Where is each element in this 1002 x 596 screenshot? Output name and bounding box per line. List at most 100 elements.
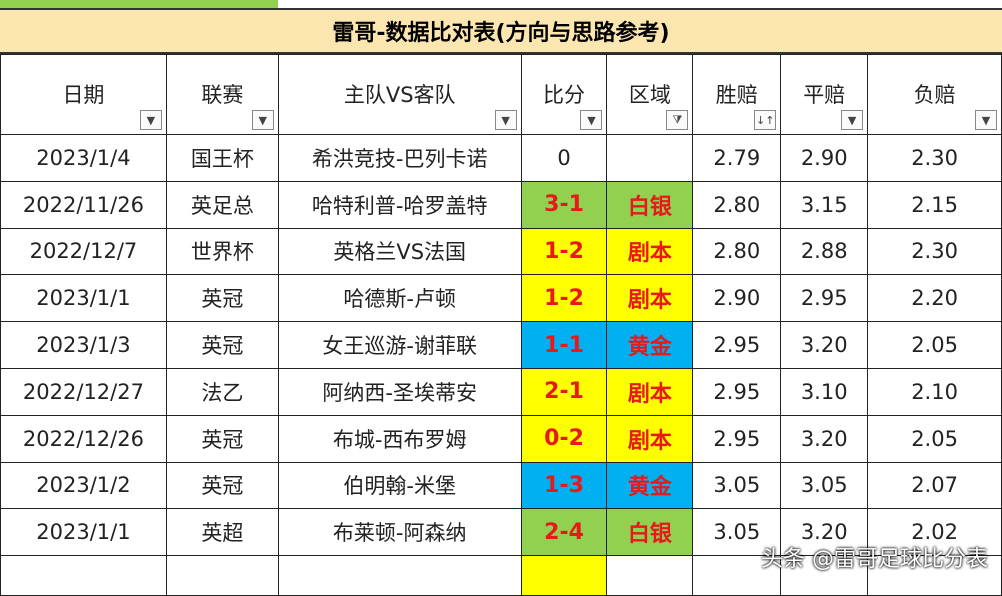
column-header-3: 比分 ▼ [520, 54, 608, 135]
cell-match[interactable]: 英格兰VS法国 [277, 227, 522, 276]
cell-score[interactable]: 3-1 [520, 180, 608, 229]
cell-win[interactable]: 2.95 [692, 414, 782, 463]
cell-zone[interactable]: 黄金 [606, 321, 694, 369]
cell-score[interactable]: 1-3 [520, 461, 608, 510]
cell-draw[interactable]: 3.20 [780, 414, 869, 463]
cell-league[interactable]: 英冠 [165, 274, 279, 323]
cell-score[interactable]: 2-4 [520, 508, 608, 557]
column-header-label: 比分 [543, 83, 586, 107]
column-header-label: 负赔 [913, 83, 956, 107]
empty-cell[interactable] [0, 555, 167, 596]
filter-dropdown-icon[interactable]: ▼ [494, 110, 517, 130]
cell-loss[interactable]: 2.05 [867, 414, 1002, 463]
cell-match[interactable]: 布莱顿-阿森纳 [277, 508, 522, 557]
cell-match[interactable]: 布城-西布罗姆 [277, 414, 522, 463]
cell-loss[interactable]: 2.30 [867, 227, 1002, 276]
cell-win[interactable]: 2.80 [692, 227, 782, 276]
cell-date[interactable]: 2023/1/1 [0, 274, 167, 323]
filter-dropdown-icon[interactable]: ▼ [975, 110, 997, 130]
cell-score[interactable]: 1-1 [520, 321, 608, 369]
cell-win[interactable]: 2.79 [692, 134, 782, 182]
column-header-label: 胜赔 [715, 83, 758, 107]
column-header-label: 联赛 [201, 83, 244, 107]
empty-cell[interactable] [606, 555, 694, 596]
cell-score[interactable]: 1-2 [520, 227, 608, 276]
filter-dropdown-icon[interactable]: ▼ [251, 110, 274, 130]
sort-icon[interactable]: ↓↑ [754, 110, 777, 130]
cell-match[interactable]: 希洪竞技-巴列卡诺 [277, 134, 522, 182]
cell-date[interactable]: 2022/12/27 [0, 367, 167, 416]
cell-league[interactable]: 英冠 [165, 461, 279, 510]
table-row: 2023/1/3 英冠 女王巡游-谢菲联 1-1 黄金 2.95 3.20 2.05 [0, 321, 1002, 369]
cell-match[interactable]: 哈德斯-卢顿 [277, 274, 522, 323]
cell-draw[interactable]: 2.88 [780, 227, 869, 276]
cell-win[interactable]: 2.90 [692, 274, 782, 323]
empty-cell[interactable] [277, 555, 522, 596]
column-header-label: 主队VS客队 [343, 83, 456, 107]
empty-cell[interactable] [165, 555, 279, 596]
cell-draw[interactable]: 2.90 [780, 134, 869, 182]
cell-league[interactable]: 法乙 [165, 367, 279, 416]
cell-win[interactable]: 2.95 [692, 367, 782, 416]
cell-match[interactable]: 女王巡游-谢菲联 [277, 321, 522, 369]
cell-score[interactable]: 1-2 [520, 274, 608, 323]
filter-dropdown-icon[interactable]: ▼ [841, 110, 864, 130]
cell-loss[interactable]: 2.07 [867, 461, 1002, 510]
cell-date[interactable]: 2022/12/7 [0, 227, 167, 276]
cell-score[interactable]: 0 [520, 134, 608, 182]
cell-zone[interactable]: 白银 [606, 180, 694, 229]
cell-loss[interactable]: 2.05 [867, 321, 1002, 369]
cell-zone[interactable]: 剧本 [606, 274, 694, 323]
cell-league[interactable]: 英超 [165, 508, 279, 557]
table-row: 2023/1/1 英冠 哈德斯-卢顿 1-2 剧本 2.90 2.95 2.20 [0, 274, 1002, 323]
cell-loss[interactable]: 2.02 [867, 508, 1002, 557]
cell-loss[interactable]: 2.30 [867, 134, 1002, 182]
cell-win[interactable]: 3.05 [692, 461, 782, 510]
cell-date[interactable]: 2022/11/26 [0, 180, 167, 229]
cell-zone[interactable]: 剧本 [606, 227, 694, 276]
cell-league[interactable]: 国王杯 [165, 134, 279, 182]
cell-match[interactable]: 哈特利普-哈罗盖特 [277, 180, 522, 229]
cell-date[interactable]: 2023/1/1 [0, 508, 167, 557]
cell-date[interactable]: 2023/1/2 [0, 461, 167, 510]
cell-date[interactable]: 2022/12/26 [0, 414, 167, 463]
cell-draw[interactable]: 3.10 [780, 367, 869, 416]
cell-league[interactable]: 英足总 [165, 180, 279, 229]
filter-dropdown-icon[interactable]: ▼ [139, 110, 162, 130]
filter-active-icon[interactable]: ⧩ [666, 110, 689, 130]
cell-zone[interactable]: 白银 [606, 508, 694, 557]
cell-win[interactable]: 3.05 [692, 508, 782, 557]
cell-league[interactable]: 世界杯 [165, 227, 279, 276]
column-header-2: 主队VS客队 ▼ [277, 54, 522, 135]
top-strip-green-2 [166, 0, 278, 8]
cell-match[interactable]: 伯明翰-米堡 [277, 461, 522, 510]
cell-draw[interactable]: 3.05 [780, 461, 869, 510]
cell-win[interactable]: 2.95 [692, 321, 782, 369]
cell-league[interactable]: 英冠 [165, 321, 279, 369]
cell-loss[interactable]: 2.15 [867, 180, 1002, 229]
cell-match[interactable]: 阿纳西-圣埃蒂安 [277, 367, 522, 416]
cell-loss[interactable]: 2.20 [867, 274, 1002, 323]
top-strip-green [0, 0, 166, 8]
header-row: 日期 ▼ 联赛 ▼ 主队VS客队 ▼ 比分 ▼ 区域 ⧩ 胜赔 ↓↑ 平赔 ▼ 负赔 ▼ [0, 54, 1002, 135]
column-header-1: 联赛 ▼ [165, 54, 279, 135]
cell-draw[interactable]: 2.95 [780, 274, 869, 323]
empty-cell[interactable] [520, 555, 608, 596]
filter-dropdown-icon[interactable]: ▼ [580, 110, 603, 130]
cell-zone[interactable]: 剧本 [606, 367, 694, 416]
cell-date[interactable]: 2023/1/4 [0, 134, 167, 182]
cell-zone[interactable] [606, 134, 694, 182]
column-header-6: 平赔 ▼ [780, 54, 869, 135]
table-row: 2022/12/27 法乙 阿纳西-圣埃蒂安 2-1 剧本 2.95 3.10 2.10 [0, 367, 1002, 416]
table-row: 2022/12/7 世界杯 英格兰VS法国 1-2 剧本 2.80 2.88 2.30 [0, 227, 1002, 276]
cell-zone[interactable]: 黄金 [606, 461, 694, 510]
cell-loss[interactable]: 2.10 [867, 367, 1002, 416]
cell-draw[interactable]: 3.20 [780, 321, 869, 369]
cell-date[interactable]: 2023/1/3 [0, 321, 167, 369]
cell-win[interactable]: 2.80 [692, 180, 782, 229]
cell-league[interactable]: 英冠 [165, 414, 279, 463]
cell-score[interactable]: 2-1 [520, 367, 608, 416]
cell-draw[interactable]: 3.15 [780, 180, 869, 229]
cell-score[interactable]: 0-2 [520, 414, 608, 463]
cell-zone[interactable]: 剧本 [606, 414, 694, 463]
